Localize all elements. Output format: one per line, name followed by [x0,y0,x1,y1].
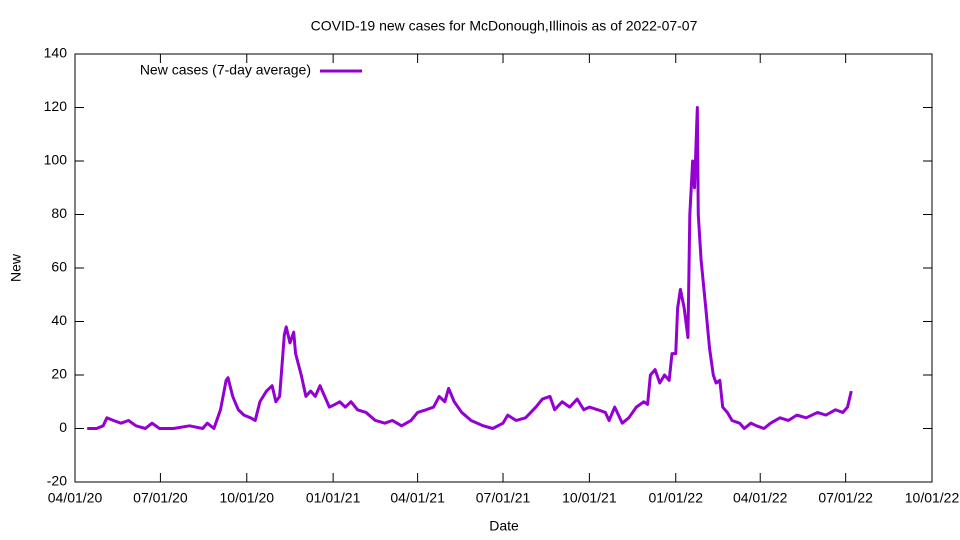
data-line [87,106,853,430]
y-tick-label: 20 [51,366,67,382]
y-tick-label: 80 [51,205,67,221]
y-axis-label: New [8,253,24,282]
x-tick-label: 07/01/22 [818,490,873,506]
x-tick-label: 04/01/21 [390,490,445,506]
x-axis-label: Date [489,518,519,534]
x-tick-label: 10/01/22 [905,490,960,506]
y-tick-label: 140 [44,45,68,61]
x-tick-label: 07/01/20 [133,490,188,506]
x-tick-label: 10/01/21 [562,490,617,506]
legend-label: New cases (7-day average) [140,62,311,78]
x-tick-label: 07/01/21 [476,490,531,506]
y-tick-label: 100 [44,152,68,168]
y-tick-label: 60 [51,259,67,275]
y-tick-label: 40 [51,312,67,328]
x-tick-label: 01/01/21 [306,490,361,506]
x-tick-label: 10/01/20 [220,490,275,506]
x-tick-label: 04/01/22 [733,490,788,506]
x-tick-label: 01/01/22 [648,490,703,506]
y-tick-label: 120 [44,98,68,114]
y-tick-label: 0 [59,419,67,435]
x-tick-label: 04/01/20 [48,490,103,506]
y-tick-label: -20 [47,473,67,489]
chart-title: COVID-19 new cases for McDonough,Illinoi… [311,18,698,34]
